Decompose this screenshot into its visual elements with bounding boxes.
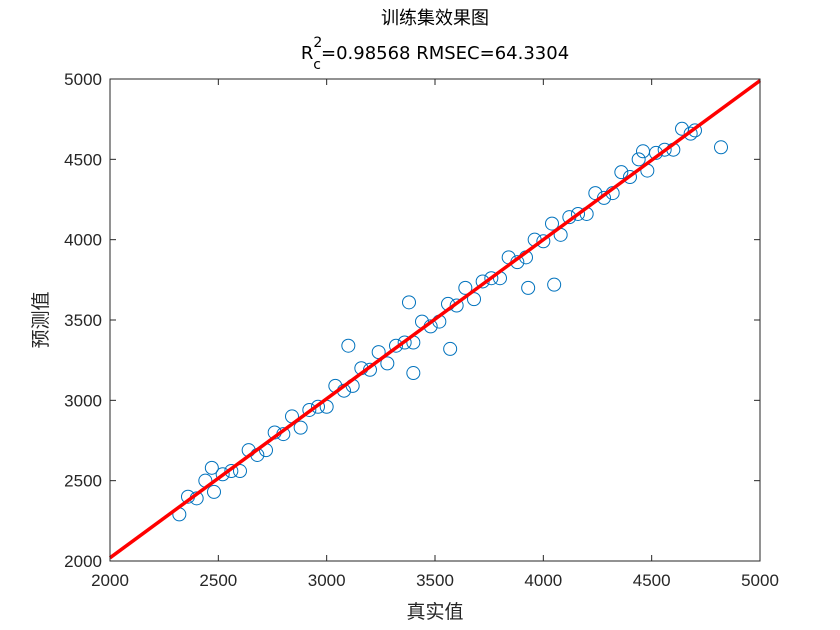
chart-subtitle: R2 c=0.98568 RMSEC=64.3304 <box>301 35 569 73</box>
data-point <box>484 271 499 286</box>
data-point <box>458 280 473 295</box>
y-tick-label: 5000 <box>64 70 102 89</box>
data-point <box>302 402 317 417</box>
y-tick-label: 2000 <box>64 552 102 571</box>
data-point <box>571 206 585 221</box>
y-tick-label: 4500 <box>64 150 102 169</box>
data-point <box>688 123 702 138</box>
x-tick-label: 4000 <box>524 571 562 590</box>
data-point <box>547 277 562 292</box>
data-point <box>224 464 239 479</box>
axis-ticks: 2000 2500 3000 3500 4000 4500 5000 2000 2500 3000… <box>64 70 779 590</box>
data-point <box>521 280 536 295</box>
x-tick-label: 4500 <box>633 571 671 590</box>
data-point <box>215 467 230 482</box>
subtitle-rest: =0.98568 RMSEC=64.3304 <box>321 43 569 64</box>
data-point <box>631 152 646 167</box>
x-tick-label: 2500 <box>199 571 237 590</box>
subtitle-sup: 2 <box>313 35 322 51</box>
data-point <box>389 338 403 353</box>
subtitle-base: R <box>301 43 314 64</box>
data-point <box>380 356 395 371</box>
data-point <box>341 338 356 353</box>
data-point <box>204 460 219 475</box>
y-tick-label: 2500 <box>64 472 102 491</box>
fit-line <box>108 79 762 560</box>
data-point <box>545 216 559 231</box>
y-tick-label: 3500 <box>64 311 102 330</box>
data-point <box>293 420 308 435</box>
data-point <box>657 142 672 157</box>
data-point <box>636 144 650 159</box>
data-point <box>233 464 247 479</box>
data-point <box>311 399 325 414</box>
data-point <box>443 341 458 356</box>
x-tick-label: 5000 <box>741 571 779 590</box>
data-point <box>406 366 421 381</box>
x-tick-label: 3000 <box>308 571 346 590</box>
data-point <box>402 295 416 310</box>
data-point <box>449 298 464 313</box>
data-point <box>683 126 698 141</box>
subtitle-sub: c <box>313 57 321 73</box>
data-point <box>207 484 221 499</box>
y-axis-label: 预测值 <box>30 291 52 348</box>
data-point <box>536 234 551 249</box>
data-point <box>714 140 728 155</box>
data-point <box>623 170 637 185</box>
x-tick-label: 3500 <box>416 571 454 590</box>
x-tick-label: 2000 <box>91 571 129 590</box>
y-tick-label: 4000 <box>64 231 102 250</box>
data-point <box>397 335 412 350</box>
x-axis-label: 真实值 <box>406 601 463 623</box>
data-point <box>614 165 629 180</box>
y-tick-label: 3000 <box>64 391 102 410</box>
chart-title: 训练集效果图 <box>381 8 489 29</box>
